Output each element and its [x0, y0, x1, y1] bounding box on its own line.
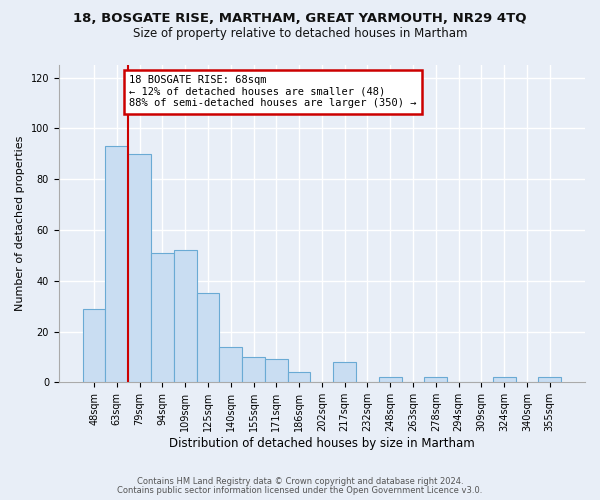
- Bar: [174, 250, 197, 382]
- Bar: [333, 362, 356, 382]
- Bar: [493, 378, 515, 382]
- Text: Contains public sector information licensed under the Open Government Licence v3: Contains public sector information licen…: [118, 486, 482, 495]
- X-axis label: Distribution of detached houses by size in Martham: Distribution of detached houses by size …: [169, 437, 475, 450]
- Bar: [83, 308, 106, 382]
- Bar: [151, 253, 174, 382]
- Bar: [242, 357, 265, 382]
- Text: Contains HM Land Registry data © Crown copyright and database right 2024.: Contains HM Land Registry data © Crown c…: [137, 477, 463, 486]
- Bar: [106, 146, 128, 382]
- Bar: [379, 378, 401, 382]
- Bar: [288, 372, 310, 382]
- Bar: [220, 347, 242, 382]
- Text: Size of property relative to detached houses in Martham: Size of property relative to detached ho…: [133, 28, 467, 40]
- Bar: [424, 378, 447, 382]
- Bar: [538, 378, 561, 382]
- Text: 18 BOSGATE RISE: 68sqm
← 12% of detached houses are smaller (48)
88% of semi-det: 18 BOSGATE RISE: 68sqm ← 12% of detached…: [130, 75, 417, 108]
- Text: 18, BOSGATE RISE, MARTHAM, GREAT YARMOUTH, NR29 4TQ: 18, BOSGATE RISE, MARTHAM, GREAT YARMOUT…: [73, 12, 527, 26]
- Bar: [128, 154, 151, 382]
- Y-axis label: Number of detached properties: Number of detached properties: [15, 136, 25, 312]
- Bar: [197, 294, 220, 382]
- Bar: [265, 360, 288, 382]
